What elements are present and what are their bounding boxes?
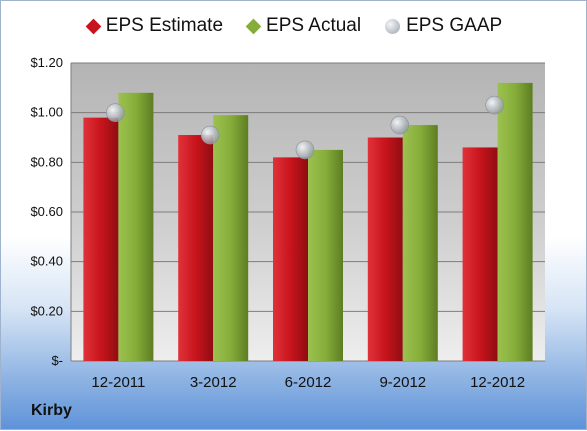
eps-actual-bar: [213, 115, 249, 362]
y-tick-label: $0.80: [30, 154, 63, 169]
y-tick-label: $0.60: [30, 204, 63, 219]
x-category-label: 12-2011: [91, 374, 145, 391]
y-tick-label: $1.00: [30, 105, 63, 120]
eps-actual-bar: [497, 82, 533, 361]
company-label: Kirby: [31, 402, 72, 419]
y-tick-label: $-: [51, 353, 63, 368]
eps-actual-bar: [118, 92, 154, 362]
eps-estimate-bar: [273, 157, 308, 361]
legend: EPS Estimate EPS Actual EPS GAAP: [1, 15, 587, 37]
legend-item-eps-gaap: EPS GAAP: [385, 15, 502, 37]
eps-gaap-point: [106, 103, 125, 122]
eps-gaap-point: [295, 140, 315, 160]
legend-item-eps-actual: EPS Actual: [245, 15, 362, 37]
x-category-label: 12-2012: [470, 374, 525, 391]
ytick-layer: $- $0.20 $0.40 $0.60 $0.80 $1.00 $1.20: [30, 55, 63, 368]
eps-gaap-point: [200, 125, 220, 145]
legend-item-eps-estimate: EPS Estimate: [85, 15, 224, 37]
y-tick-label: $0.20: [30, 303, 63, 318]
legend-label-eps-estimate: EPS Estimate: [105, 15, 224, 36]
bar-layer: [83, 82, 533, 362]
xtick-layer: 12-2011 3-2012 6-2012 9-2012 12-2012: [91, 374, 525, 391]
legend-label-eps-gaap: EPS GAAP: [406, 15, 503, 36]
eps-gaap-point: [485, 95, 504, 115]
eps-estimate-bar: [83, 117, 119, 361]
legend-label-eps-actual: EPS Actual: [266, 15, 362, 36]
eps-estimate-bar: [367, 137, 403, 361]
x-category-label: 9-2012: [379, 374, 426, 391]
point-layer: [106, 95, 504, 160]
legend-swatch-eps-gaap: [385, 18, 401, 34]
eps-actual-bar: [308, 149, 343, 361]
eps-estimate-bar: [178, 135, 214, 361]
y-tick-label: $0.40: [30, 254, 63, 269]
x-category-label: 6-2012: [285, 374, 332, 391]
y-tick-label: $1.20: [30, 55, 63, 70]
x-category-label: 3-2012: [190, 374, 237, 391]
eps-estimate-bar: [462, 147, 498, 361]
eps-gaap-point: [390, 115, 410, 135]
eps-actual-bar: [402, 125, 438, 361]
